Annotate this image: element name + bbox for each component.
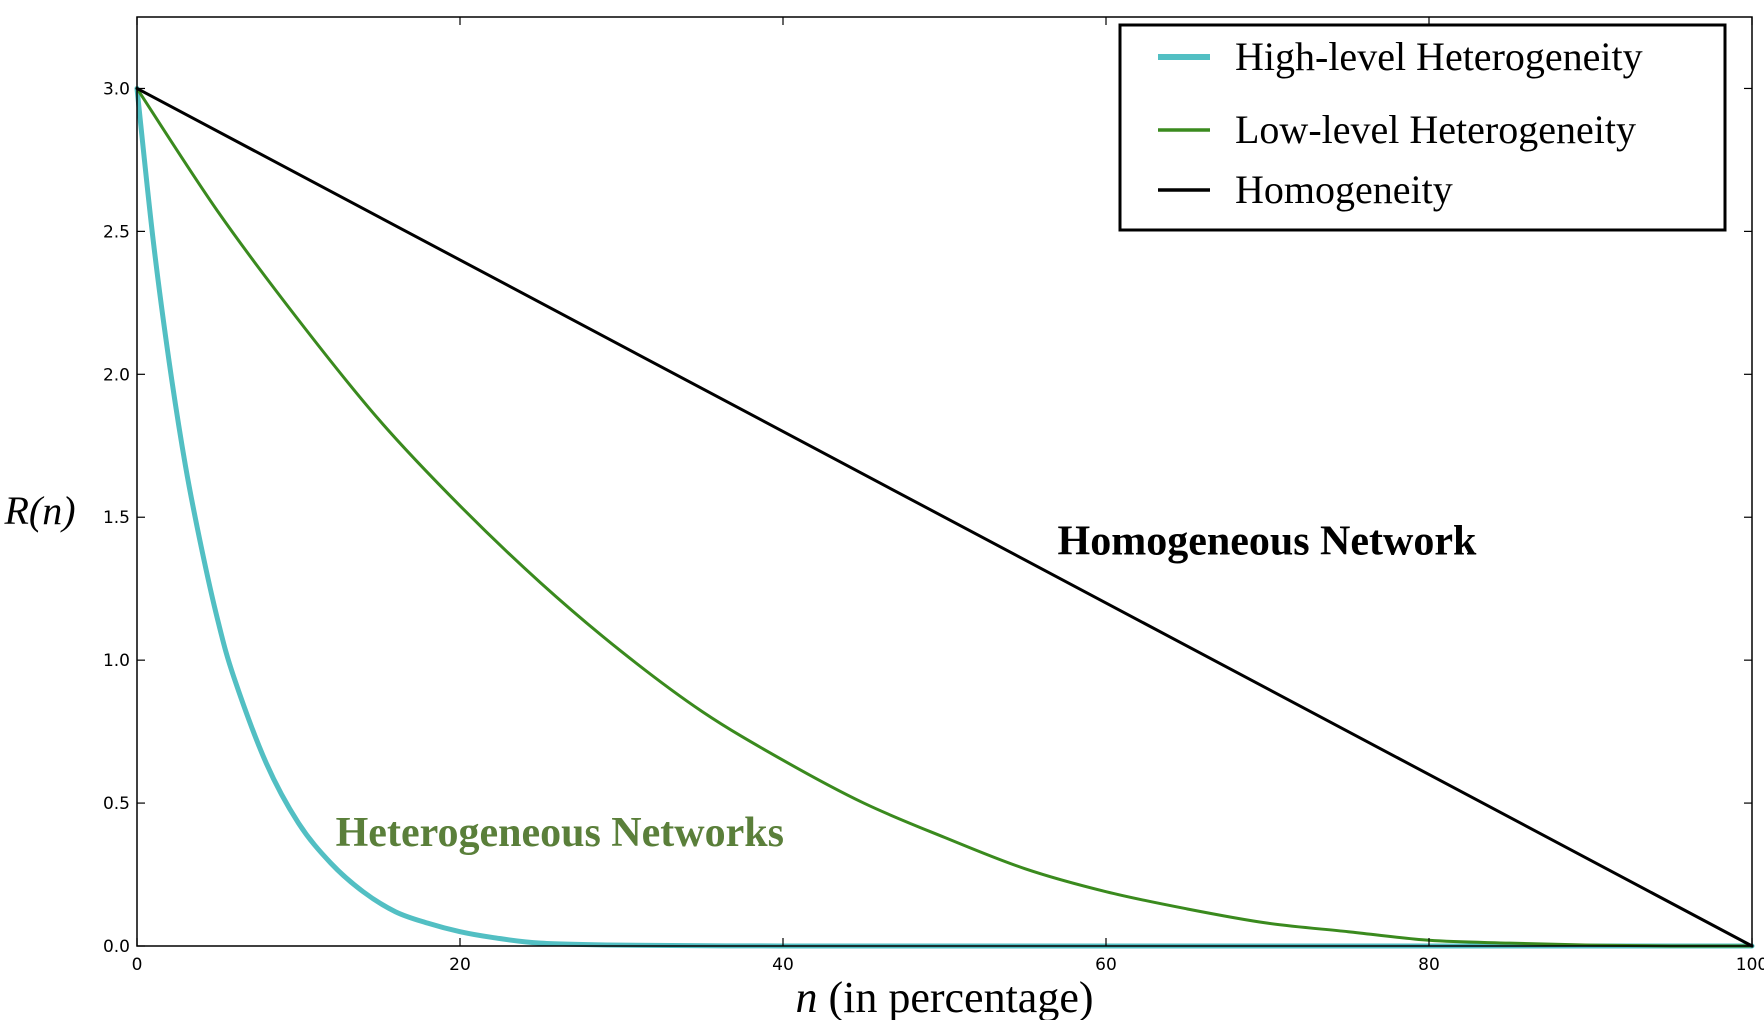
x-tick-label: 0 — [132, 955, 143, 975]
y-tick-label: 2.5 — [103, 222, 130, 242]
x-tick-label: 100 — [1736, 955, 1764, 975]
annotations-layer: Homogeneous Network Heterogeneous Network… — [336, 518, 1477, 856]
x-tick-label: 20 — [449, 955, 471, 975]
x-axis-title-var: n — [795, 973, 817, 1020]
x-tick-label: 60 — [1095, 955, 1117, 975]
y-tick-label: 1.5 — [103, 508, 130, 528]
legend: High-level Heterogeneity Low-level Hetero… — [1118, 23, 1727, 232]
legend-label-homogeneity: Homogeneity — [1235, 167, 1453, 212]
y-axis-title: R(n) — [3, 488, 75, 533]
legend-label-low-level-heterogeneity: Low-level Heterogeneity — [1235, 107, 1636, 152]
series-line-homogeneity — [135, 86, 1754, 948]
y-tick-label: 1.0 — [103, 651, 130, 671]
y-tick-label: 0.5 — [103, 794, 130, 814]
x-axis-title-rest: (in percentage) — [817, 973, 1093, 1020]
x-tick-label: 40 — [772, 955, 794, 975]
y-tick-label: 2.0 — [103, 365, 130, 385]
annotation-homogeneous-network: Homogeneous Network — [1058, 518, 1477, 564]
legend-box — [1118, 23, 1727, 232]
annotation-heterogeneous-networks: Heterogeneous Networks — [336, 810, 784, 856]
x-axis-title: n (in percentage) — [795, 973, 1093, 1020]
ticks-layer: 0 20 40 60 80 100 0.0 0.5 1.0 1.5 2.0 2.5 3.0 — [103, 17, 1764, 975]
series-line-low-level-heterogeneity — [135, 86, 1754, 948]
x-tick-label: 80 — [1418, 955, 1440, 975]
legend-label-high-level-heterogeneity: High-level Heterogeneity — [1235, 34, 1643, 79]
y-tick-label: 0.0 — [103, 937, 130, 957]
y-tick-label: 3.0 — [103, 79, 130, 99]
plot-frame — [136, 16, 1753, 947]
